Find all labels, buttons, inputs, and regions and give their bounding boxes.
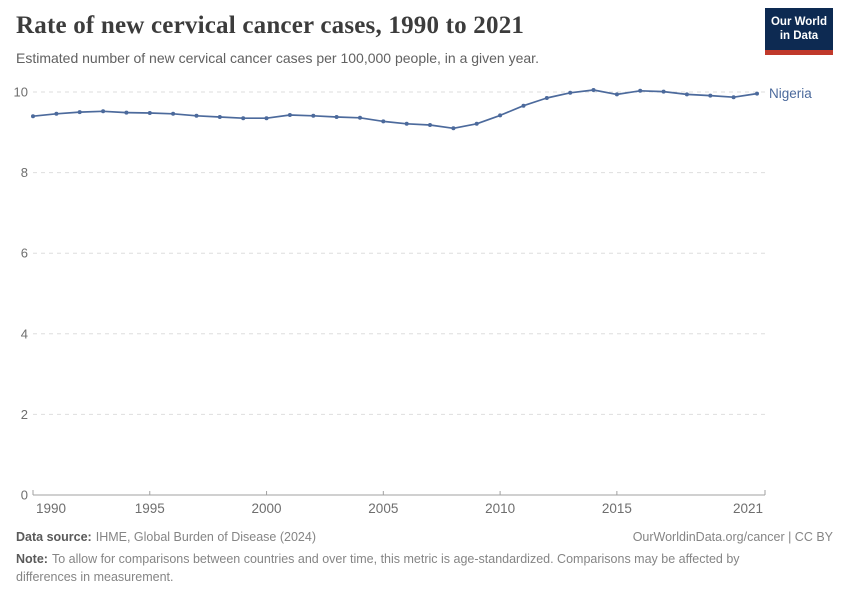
series-line-nigeria[interactable] <box>32 89 758 130</box>
data-source: Data source: IHME, Global Burden of Disea… <box>16 530 316 544</box>
data-point <box>451 126 456 131</box>
x-axis-tick-label: 2000 <box>252 501 282 516</box>
x-axis-tick-label: 2021 <box>733 501 763 516</box>
data-point <box>474 121 479 126</box>
x-axis-tick-label: 1990 <box>36 501 66 516</box>
x-axis-tick-label: 2015 <box>602 501 632 516</box>
data-point <box>77 110 82 115</box>
x-axis-tick-label: 2005 <box>368 501 398 516</box>
x-axis-tick-label: 2010 <box>485 501 515 516</box>
y-axis-tick-label: 10 <box>14 85 28 100</box>
data-point <box>591 88 596 92</box>
data-point <box>334 115 339 119</box>
data-point <box>264 116 269 121</box>
footer: Data source: IHME, Global Burden of Disea… <box>16 530 833 544</box>
data-point <box>498 113 503 118</box>
owid-logo[interactable]: Our World in Data <box>765 8 833 55</box>
owid-logo-stripe <box>765 50 833 55</box>
x-axis-tick-label: 1995 <box>135 501 165 516</box>
line-chart: 0 2 4 6 8 10 1990 1995 2000 2005 2010 2015 2021 Niger… <box>14 85 813 517</box>
data-point <box>287 113 292 117</box>
footnote: Note: To allow for comparisons between co… <box>16 550 768 586</box>
owid-logo-text: Our World in Data <box>765 8 833 50</box>
data-point <box>708 93 713 98</box>
data-point <box>217 115 222 119</box>
data-point <box>54 111 59 116</box>
owid-logo-line1: Our World <box>770 15 827 28</box>
data-point <box>358 115 362 120</box>
y-axis-tick-label: 2 <box>21 407 28 422</box>
y-axis-tick-label: 6 <box>21 246 28 261</box>
data-point <box>684 92 689 97</box>
data-point <box>124 110 129 115</box>
data-source-value: IHME, Global Burden of Disease (2024) <box>95 530 316 544</box>
data-point <box>194 113 199 118</box>
data-point <box>731 95 736 100</box>
footnote-text: To allow for comparisons between countri… <box>16 552 740 585</box>
data-point <box>614 92 619 97</box>
data-source-label: Data source: <box>16 530 92 544</box>
data-point <box>568 90 573 95</box>
data-point <box>147 111 152 115</box>
data-point <box>171 111 176 116</box>
data-point <box>521 103 526 108</box>
data-point <box>381 119 386 124</box>
data-point <box>31 114 35 119</box>
footer-license-link[interactable]: OurWorldinData.org/cancer | CC BY <box>632 530 833 544</box>
data-point <box>638 88 643 93</box>
chart-title: Rate of new cervical cancer cases, 1990 … <box>16 12 525 39</box>
y-axis-tick-label: 8 <box>21 165 28 180</box>
data-point <box>755 91 759 96</box>
data-point <box>404 121 409 126</box>
y-axis-tick-label: 0 <box>21 488 28 503</box>
footnote-label: Note: <box>16 552 48 566</box>
data-point <box>428 123 432 127</box>
series-label-nigeria[interactable]: Nigeria <box>769 86 812 101</box>
y-axis-tick-label: 4 <box>21 326 28 341</box>
data-point <box>544 96 549 100</box>
data-point <box>311 113 316 118</box>
data-point <box>241 116 246 121</box>
data-point <box>101 109 106 114</box>
chart-subtitle: Estimated number of new cervical cancer … <box>16 50 539 66</box>
data-point <box>661 89 666 94</box>
owid-logo-line2: in Data <box>779 30 819 42</box>
